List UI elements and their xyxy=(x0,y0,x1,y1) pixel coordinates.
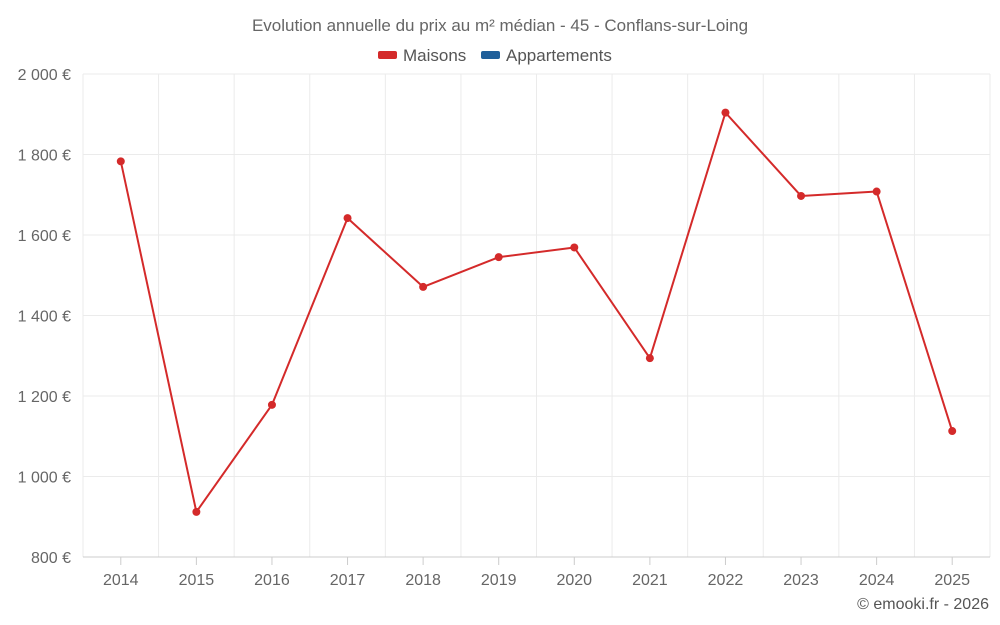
data-point[interactable] xyxy=(192,507,201,516)
x-tick-label: 2023 xyxy=(783,572,819,589)
legend-swatch-appartements xyxy=(481,51,500,59)
legend[interactable]: Maisons Appartements xyxy=(378,46,612,65)
data-point[interactable] xyxy=(494,253,503,262)
legend-item-maisons[interactable]: Maisons xyxy=(378,46,466,65)
data-point[interactable] xyxy=(570,243,579,252)
y-tick-label: 1 600 € xyxy=(18,228,71,245)
x-tick-label: 2024 xyxy=(859,572,895,589)
x-tick-label: 2017 xyxy=(330,572,366,589)
y-axis: 800 € 1 000 € 1 200 € 1 400 € 1 600 € 1 800 €… xyxy=(18,67,71,567)
series-line-maisons xyxy=(119,111,954,513)
x-tick-label: 2018 xyxy=(405,572,441,589)
legend-label-maisons: Maisons xyxy=(403,46,466,65)
x-tick-label: 2016 xyxy=(254,572,290,589)
x-tick-label: 2021 xyxy=(632,572,668,589)
data-point[interactable] xyxy=(645,354,654,363)
legend-item-appartements[interactable]: Appartements xyxy=(481,46,612,65)
chart-title: Evolution annuelle du prix au m² médian … xyxy=(252,16,748,35)
y-tick-label: 1 400 € xyxy=(18,309,71,326)
data-point[interactable] xyxy=(343,214,352,223)
y-tick-label: 1 000 € xyxy=(18,470,71,487)
data-point[interactable] xyxy=(797,191,806,200)
credit-text: © emooki.fr - 2026 xyxy=(857,596,989,613)
data-point[interactable] xyxy=(267,400,276,409)
x-axis: 2014 2015 2016 2017 2018 2019 2020 2021 2022 2023… xyxy=(83,556,990,589)
data-point[interactable] xyxy=(116,157,125,166)
y-tick-label: 1 800 € xyxy=(18,148,71,165)
x-tick-label: 2020 xyxy=(556,572,592,589)
data-point[interactable] xyxy=(872,187,881,196)
x-tick-label: 2015 xyxy=(179,572,215,589)
x-tick-label: 2025 xyxy=(934,572,970,589)
x-tick-label: 2014 xyxy=(103,572,139,589)
x-tick-label: 2019 xyxy=(481,572,517,589)
x-tick-label: 2022 xyxy=(708,572,744,589)
y-tick-label: 800 € xyxy=(31,550,71,567)
data-point[interactable] xyxy=(721,108,730,117)
legend-label-appartements: Appartements xyxy=(506,46,612,65)
data-point[interactable] xyxy=(948,427,957,436)
y-tick-label: 2 000 € xyxy=(18,67,71,84)
data-point[interactable] xyxy=(419,282,428,291)
y-tick-label: 1 200 € xyxy=(18,389,71,406)
grid xyxy=(82,73,991,557)
series xyxy=(116,108,957,516)
legend-swatch-maisons xyxy=(378,51,397,59)
